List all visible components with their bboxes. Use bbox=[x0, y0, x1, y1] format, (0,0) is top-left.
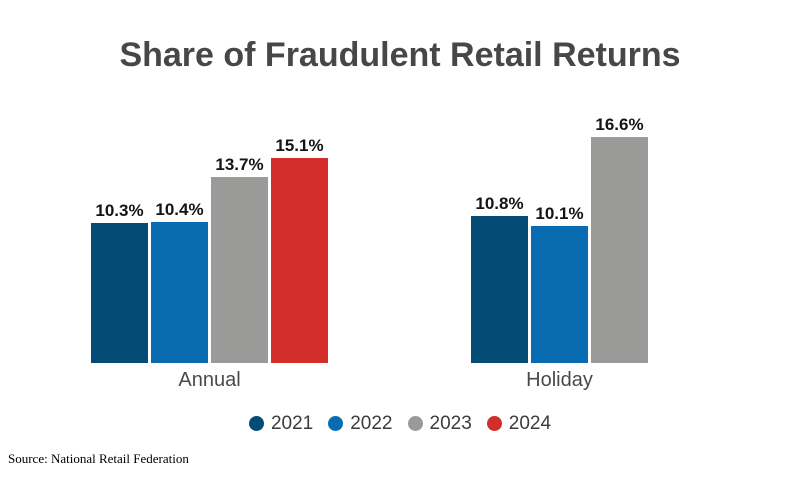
bar-value-label: 10.8% bbox=[475, 194, 524, 213]
legend-label: 2022 bbox=[350, 413, 393, 434]
bar-2024-annual: 15.1% bbox=[271, 137, 328, 363]
category-label-holiday: Holiday bbox=[526, 369, 593, 391]
legend-label: 2023 bbox=[429, 413, 472, 434]
bar-value-label: 16.6% bbox=[595, 115, 644, 134]
category-label-annual: Annual bbox=[178, 369, 241, 391]
bar-rect bbox=[531, 226, 588, 363]
bar-rect bbox=[471, 216, 528, 363]
plot-area: 10.3% 10.4% 13.7% 15.1% 10.8% 10.1% 16.6% bbox=[0, 100, 800, 363]
legend-label: 2024 bbox=[508, 413, 552, 434]
bar-2021-holiday: 10.8% bbox=[471, 195, 528, 363]
legend-item-2021: 2021 bbox=[248, 413, 314, 434]
legend-dot-icon bbox=[248, 416, 264, 431]
bar-rect bbox=[151, 222, 208, 363]
bar-value-label: 15.1% bbox=[275, 136, 324, 155]
bar-rect bbox=[91, 223, 148, 363]
bar-2022-holiday: 10.1% bbox=[531, 205, 588, 363]
bar-value-label: 13.7% bbox=[215, 155, 264, 174]
legend-dot-icon bbox=[486, 416, 502, 431]
bar-2023-annual: 13.7% bbox=[211, 156, 268, 363]
bar-2023-holiday: 16.6% bbox=[591, 116, 648, 363]
legend-item-2023: 2023 bbox=[407, 413, 472, 434]
bar-rect bbox=[211, 177, 268, 363]
legend-item-2024: 2024 bbox=[486, 413, 552, 434]
source-note: Source: National Retail Federation bbox=[8, 451, 189, 466]
bar-group-annual: 10.3% 10.4% 13.7% 15.1% bbox=[91, 137, 328, 363]
bar-group-holiday: 10.8% 10.1% 16.6% bbox=[471, 116, 648, 363]
legend: 2021 2022 2023 2024 bbox=[0, 414, 800, 433]
bar-2022-annual: 10.4% bbox=[151, 201, 208, 363]
bar-rect bbox=[271, 158, 328, 363]
legend-item-2022: 2022 bbox=[328, 413, 393, 434]
legend-dot-icon bbox=[407, 416, 423, 431]
bar-value-label: 10.1% bbox=[535, 204, 584, 223]
legend-dot-icon bbox=[328, 416, 344, 431]
bar-rect bbox=[591, 137, 648, 363]
chart-title: Share of Fraudulent Retail Returns bbox=[119, 36, 681, 74]
bar-value-label: 10.4% bbox=[155, 200, 204, 219]
legend-label: 2021 bbox=[270, 413, 314, 434]
bar-2021-annual: 10.3% bbox=[91, 202, 148, 363]
bar-value-label: 10.3% bbox=[95, 201, 144, 220]
